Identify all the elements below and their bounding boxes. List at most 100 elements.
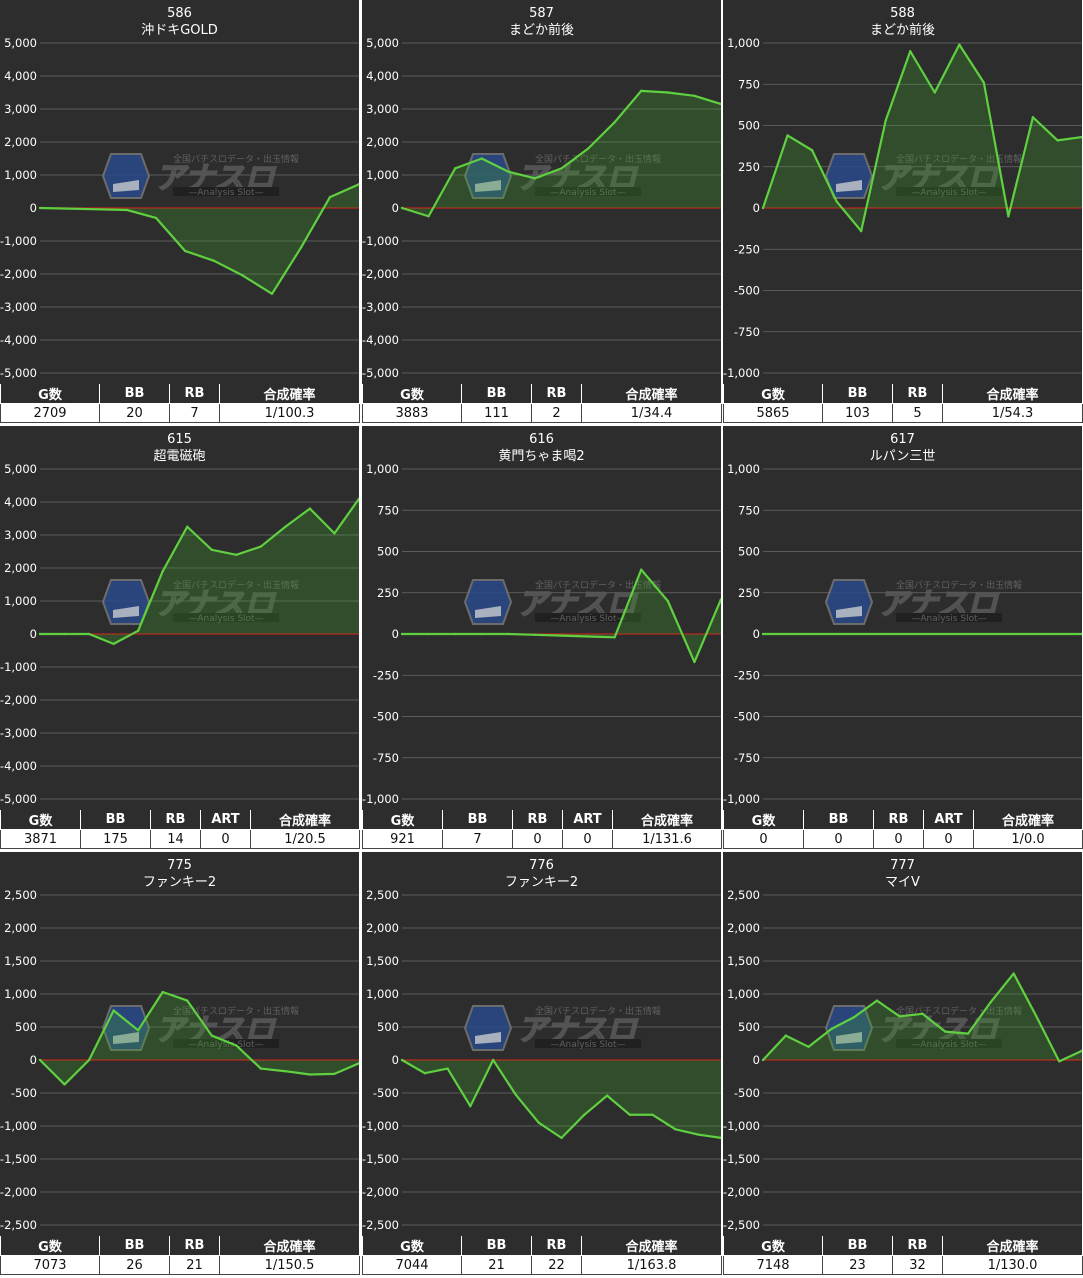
y-tick-label: -4,000 xyxy=(362,333,399,347)
line-chart: -1,000 -750 -500 -250 0 250 500 750 1,000 616 黄門ちゃ… xyxy=(362,432,721,806)
line-chart: -2,500 -2,000 -1,500 -1,000 -500 0 500 1,000 1,5… xyxy=(0,858,359,1232)
stats-header: G数 xyxy=(362,810,443,830)
data-point xyxy=(235,1044,238,1047)
machine-panel-586: -5,000 -4,000 -3,000 -2,000 -1,000 0 1,000 2,00… xyxy=(0,0,360,424)
y-tick-label: 1,500 xyxy=(727,954,760,968)
data-point xyxy=(87,1058,91,1062)
data-point xyxy=(284,1070,287,1073)
stats-value: 7044 xyxy=(362,1255,462,1275)
y-tick-label: 3,000 xyxy=(4,528,37,542)
stats-value: 1/54.3 xyxy=(942,403,1083,423)
y-tick-label: 2,000 xyxy=(366,135,399,149)
data-point xyxy=(453,167,457,170)
stats-header: 合成確率 xyxy=(942,1236,1083,1256)
data-point xyxy=(235,553,238,556)
stats-header: RB xyxy=(892,384,943,404)
data-point xyxy=(507,170,510,173)
machine-name: まどか前後 xyxy=(509,22,574,38)
data-point xyxy=(136,1029,140,1032)
data-point xyxy=(761,1058,765,1062)
stats-value: 1/130.0 xyxy=(942,1255,1083,1275)
data-point xyxy=(898,1015,901,1018)
y-tick-label: 0 xyxy=(30,1053,37,1067)
y-tick-label: -250 xyxy=(734,668,760,682)
data-point xyxy=(640,89,643,93)
data-point xyxy=(1007,215,1010,218)
stats-value: 0 xyxy=(723,829,804,849)
data-line xyxy=(39,183,359,295)
y-tick-label: 1,000 xyxy=(727,987,760,1001)
stats-value: 7073 xyxy=(0,1255,100,1275)
stats-value: 21 xyxy=(461,1255,532,1275)
data-point xyxy=(1080,632,1082,636)
stats-value: 21 xyxy=(169,1255,220,1275)
y-tick-label: -3,000 xyxy=(362,300,399,314)
data-point xyxy=(241,274,245,277)
y-tick-label: -2,000 xyxy=(362,267,399,281)
y-tick-label: -250 xyxy=(373,668,399,682)
y-tick-label: 500 xyxy=(738,545,760,559)
data-point xyxy=(933,91,936,94)
data-point xyxy=(186,525,189,528)
data-point xyxy=(469,1105,472,1108)
stats-table: G数 BB RB ART 合成確率 921 7 0 0 1/131.6 xyxy=(362,810,722,849)
data-point xyxy=(357,1062,359,1065)
line-chart: -2,500 -2,000 -1,500 -1,000 -500 0 500 1,000 1,5… xyxy=(362,858,721,1232)
data-point xyxy=(400,632,404,636)
y-tick-label: -2,000 xyxy=(723,1185,760,1199)
data-point xyxy=(958,43,961,46)
data-point xyxy=(259,545,263,548)
stats-header: 合成確率 xyxy=(219,1236,360,1256)
y-tick-label: 4,000 xyxy=(4,69,37,83)
stats-header: BB xyxy=(99,1236,170,1256)
svg-text:—Analysis Slot—: —Analysis Slot— xyxy=(188,1040,263,1050)
svg-text:—Analysis Slot—: —Analysis Slot— xyxy=(911,614,986,624)
stats-value: 32 xyxy=(892,1255,943,1275)
data-point xyxy=(333,1072,336,1076)
stats-header: 合成確率 xyxy=(250,810,360,830)
y-tick-label: 500 xyxy=(15,1020,37,1034)
data-point xyxy=(830,1027,833,1031)
svg-text:全国パチスロデータ・出玉情報: 全国パチスロデータ・出玉情報 xyxy=(896,153,1022,165)
stats-header: BB xyxy=(99,384,170,404)
data-point xyxy=(427,215,430,218)
y-tick-label: 500 xyxy=(738,1020,760,1034)
y-tick-label: 500 xyxy=(377,545,399,559)
line-chart: -1,000 -750 -500 -250 0 250 500 750 1,000 617 ルパン三… xyxy=(723,432,1082,806)
data-point xyxy=(674,1128,677,1131)
data-point xyxy=(112,642,115,646)
y-tick-label: 1,000 xyxy=(4,168,37,182)
data-point xyxy=(884,119,887,122)
y-tick-label: -1,500 xyxy=(362,1152,399,1166)
data-point xyxy=(112,1009,115,1012)
svg-text:—Analysis Slot—: —Analysis Slot— xyxy=(911,1040,986,1050)
data-point xyxy=(666,599,670,603)
data-point xyxy=(1080,135,1082,139)
stats-header: RB xyxy=(150,810,201,830)
data-point xyxy=(719,1136,721,1140)
stats-header: G数 xyxy=(723,384,823,404)
stats-value: 3871 xyxy=(0,829,81,849)
data-point xyxy=(183,249,187,253)
y-tick-label: -250 xyxy=(734,242,760,256)
y-tick-label: 2,000 xyxy=(4,921,37,935)
y-tick-label: 2,000 xyxy=(4,561,37,575)
data-point xyxy=(1035,1015,1038,1018)
data-line xyxy=(761,43,1082,233)
data-point xyxy=(210,548,213,552)
svg-text:全国パチスロデータ・出玉情報: 全国パチスロデータ・出玉情報 xyxy=(535,1005,661,1017)
stats-header: RB xyxy=(169,384,220,404)
data-point xyxy=(807,1045,810,1048)
data-point xyxy=(693,660,696,664)
data-point xyxy=(560,634,563,637)
y-tick-label: 2,000 xyxy=(727,921,760,935)
machine-panel-588: -1,000 -750 -500 -250 0 250 500 750 1,000 588 まどか前… xyxy=(723,0,1083,424)
machine-name: まどか前後 xyxy=(870,22,935,38)
line-chart: -5,000 -4,000 -3,000 -2,000 -1,000 0 1,000 2,00… xyxy=(0,432,359,806)
data-point xyxy=(328,195,332,199)
data-point xyxy=(613,636,616,639)
data-point xyxy=(628,1113,632,1116)
y-tick-label: -1,000 xyxy=(0,234,37,248)
y-tick-label: 1,000 xyxy=(366,987,399,1001)
